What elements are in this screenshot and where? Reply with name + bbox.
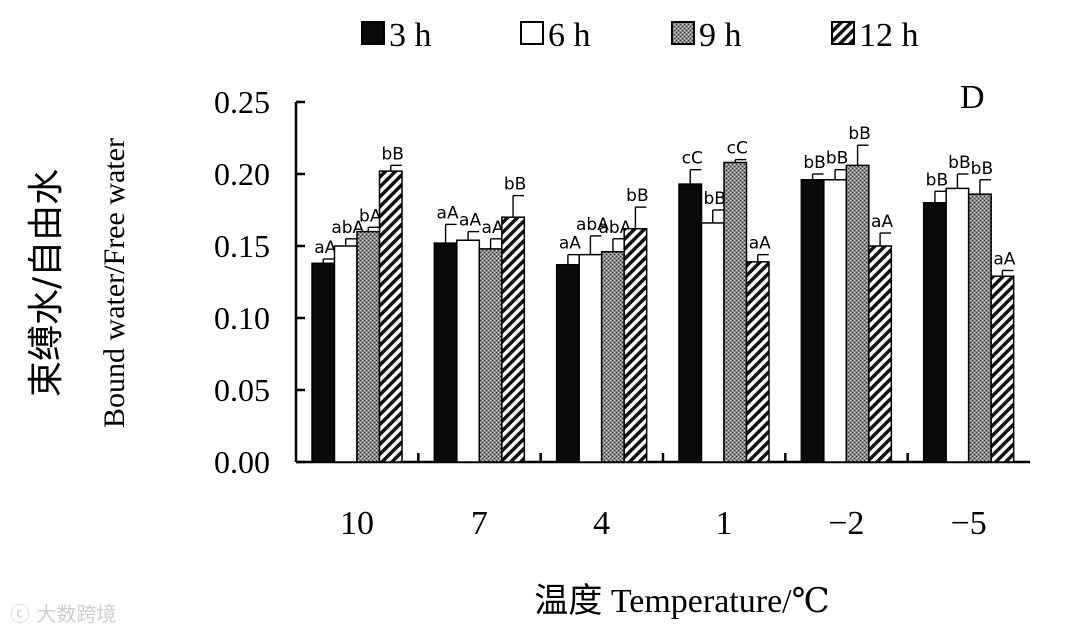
bar-3h-5 <box>922 202 947 463</box>
significance-label: bB <box>848 124 870 144</box>
bar-12h-5 <box>990 275 1015 463</box>
significance-label: bB <box>704 189 726 209</box>
legend-label: 12 h <box>859 17 919 54</box>
significance-label: aA <box>871 212 893 232</box>
legend-swatch-9h <box>671 21 695 45</box>
bar-6h-2 <box>578 253 603 463</box>
significance-label: abA <box>331 218 364 238</box>
significance-label: cC <box>682 149 703 169</box>
x-tick-label: −5 <box>951 505 987 542</box>
bar-6h-3 <box>700 222 725 463</box>
significance-label: bB <box>803 153 825 173</box>
bar-3h-4 <box>800 179 825 463</box>
legend-label: 3 h <box>389 17 432 54</box>
watermark-icon: ⓒ <box>10 602 30 626</box>
significance-label: bA <box>359 206 382 226</box>
bar-3h-1 <box>433 242 458 463</box>
bar-9h-2 <box>600 251 625 463</box>
significance-label: abA <box>598 218 631 238</box>
bar-6h-5 <box>945 187 970 463</box>
bar-9h-0 <box>356 230 381 463</box>
significance-label: bB <box>826 149 848 169</box>
bar-9h-4 <box>845 164 870 463</box>
y-tick-label: 0.20 <box>214 156 270 192</box>
bar-12h-1 <box>501 216 526 463</box>
significance-label: aA <box>437 203 459 223</box>
significance-label: bB <box>948 153 970 173</box>
bar-12h-2 <box>623 227 648 463</box>
x-tick-label: 4 <box>593 505 610 542</box>
y-axis-label-chinese: 束缚水/自由水 <box>26 169 67 397</box>
y-tick-label: 0.00 <box>214 444 270 480</box>
panel-label: D <box>960 79 985 116</box>
bar-3h-2 <box>555 263 580 463</box>
watermark-text: 大数跨境 <box>36 602 117 626</box>
significance-label: bB <box>926 170 948 190</box>
y-tick-label: 0.10 <box>214 300 270 336</box>
significance-label: aA <box>749 234 771 254</box>
x-axis-label: 温度 Temperature/℃ <box>534 582 829 620</box>
bar-12h-0 <box>378 170 403 463</box>
bar-9h-1 <box>478 248 503 463</box>
bar-6h-0 <box>333 245 358 463</box>
x-tick-label: 7 <box>471 505 488 542</box>
x-tick-label: 1 <box>716 505 733 542</box>
y-tick-label: 0.05 <box>214 372 270 408</box>
watermark-logo: ⓒ 大数跨境 <box>10 598 116 627</box>
bar-12h-3 <box>745 261 770 463</box>
bar-3h-3 <box>678 183 703 463</box>
bar-9h-3 <box>723 161 748 463</box>
significance-label: abA <box>576 215 609 235</box>
significance-label: aA <box>559 234 581 254</box>
significance-label: bB <box>504 175 526 195</box>
legend-label: 9 h <box>699 17 742 54</box>
bar-9h-5 <box>967 193 992 463</box>
legend: 3 h 6 h 9 h 12 h <box>361 17 919 54</box>
legend-swatch-3h <box>361 21 385 45</box>
axes: 0.00 0.05 0.10 0.15 0.20 0.25 10 7 4 1 −2 −5 <box>214 84 1030 542</box>
bar-6h-4 <box>823 179 848 463</box>
significance-label: bB <box>971 159 993 179</box>
x-tick-label: −2 <box>828 505 864 542</box>
y-axis-label-english: Bound water/Free water <box>98 138 131 428</box>
bar-6h-1 <box>456 239 481 463</box>
legend-swatch-6h <box>520 21 544 45</box>
significance-label: aA <box>482 218 504 238</box>
significance-label: bB <box>626 186 648 206</box>
y-tick-label: 0.25 <box>214 84 270 120</box>
significance-label: bB <box>382 144 404 164</box>
significance-label: aA <box>459 211 481 231</box>
legend-swatch-12h <box>831 21 855 45</box>
significance-label: aA <box>993 249 1015 269</box>
y-tick-label: 0.15 <box>214 228 270 264</box>
legend-label: 6 h <box>548 17 591 54</box>
significance-label: cC <box>727 139 748 159</box>
x-tick-label: 10 <box>340 505 374 542</box>
bar-3h-0 <box>311 262 336 463</box>
significance-label: aA <box>314 238 336 258</box>
bar-12h-4 <box>868 245 893 463</box>
